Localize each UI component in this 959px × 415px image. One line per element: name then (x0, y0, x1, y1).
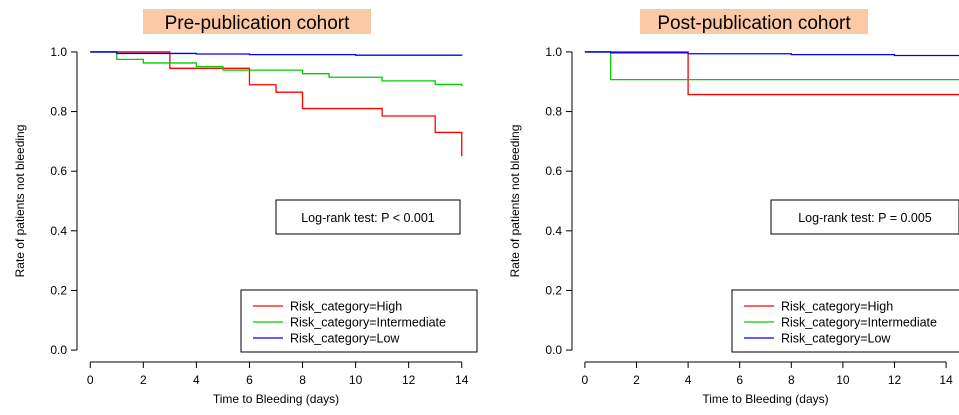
legend-label: Risk_category=Intermediate (290, 316, 446, 330)
y-tick-label: 0.4 (545, 224, 562, 238)
chart-title: Post-publication cohort (657, 13, 851, 34)
annotation-box (770, 199, 959, 235)
legend-label: Risk_category=High (290, 300, 402, 314)
series-line-3 (584, 51, 959, 57)
chart-panel-1: Pre-publication cohort 0.0 0.2 0.4 0.6 0.8 1.0… (13, 9, 478, 406)
title-background (640, 9, 868, 34)
y-axis-label: Rate of patients not bleeding (13, 125, 27, 278)
legend-label: Risk_category=Intermediate (781, 316, 937, 330)
series-line-1 (90, 51, 463, 157)
x-tick-label: 14 (455, 373, 469, 387)
y-axis-label: Rate of patients not bleeding (508, 125, 522, 278)
legend-box (240, 289, 478, 353)
x-tick-label: 10 (349, 373, 363, 387)
series-line-2 (90, 51, 463, 87)
legend-label: Risk_category=Low (290, 332, 400, 346)
y-tick-label: 0.2 (50, 283, 67, 297)
x-tick-label: 14 (939, 373, 953, 387)
title-background (143, 9, 371, 34)
y-tick-label: 1.0 (50, 45, 67, 59)
legend-label: Risk_category=Low (781, 332, 891, 346)
annotation-box (275, 199, 461, 235)
chart-title: Pre-publication cohort (165, 13, 351, 34)
x-tick-label: 0 (582, 373, 589, 387)
x-tick-label: 0 (87, 373, 94, 387)
y-tick-label: 0.8 (545, 105, 562, 119)
legend-box (731, 289, 959, 353)
y-tick-label: 0.6 (545, 164, 562, 178)
x-axis-label: Time to Bleeding (days) (702, 392, 828, 406)
y-tick-label: 0.8 (50, 105, 67, 119)
log-rank-annotation: Log-rank test: P = 0.005 (798, 211, 932, 225)
series-line-1 (584, 51, 959, 96)
legend-label: Risk_category=High (781, 300, 893, 314)
y-tick-label: 0.0 (50, 343, 67, 357)
y-tick-label: 0.2 (545, 283, 562, 297)
x-axis-label: Time to Bleeding (days) (213, 392, 339, 406)
x-tick-label: 6 (736, 373, 743, 387)
x-tick-label: 4 (685, 373, 692, 387)
series-line-3 (90, 51, 463, 56)
y-tick-label: 0.4 (50, 224, 67, 238)
y-tick-label: 0.0 (545, 343, 562, 357)
x-tick-label: 12 (402, 373, 416, 387)
x-tick-label: 4 (193, 373, 200, 387)
x-tick-label: 8 (299, 373, 306, 387)
x-tick-label: 2 (140, 373, 147, 387)
x-tick-label: 2 (633, 373, 640, 387)
x-tick-label: 8 (788, 373, 795, 387)
y-tick-label: 0.6 (50, 164, 67, 178)
y-tick-label: 1.0 (545, 45, 562, 59)
x-tick-label: 12 (888, 373, 902, 387)
x-tick-label: 6 (246, 373, 253, 387)
x-tick-label: 10 (836, 373, 850, 387)
log-rank-annotation: Log-rank test: P < 0.001 (301, 211, 435, 225)
chart-panel-2: Post-publication cohort 0.0 0.2 0.4 0.6 0.8 1.… (508, 9, 959, 406)
